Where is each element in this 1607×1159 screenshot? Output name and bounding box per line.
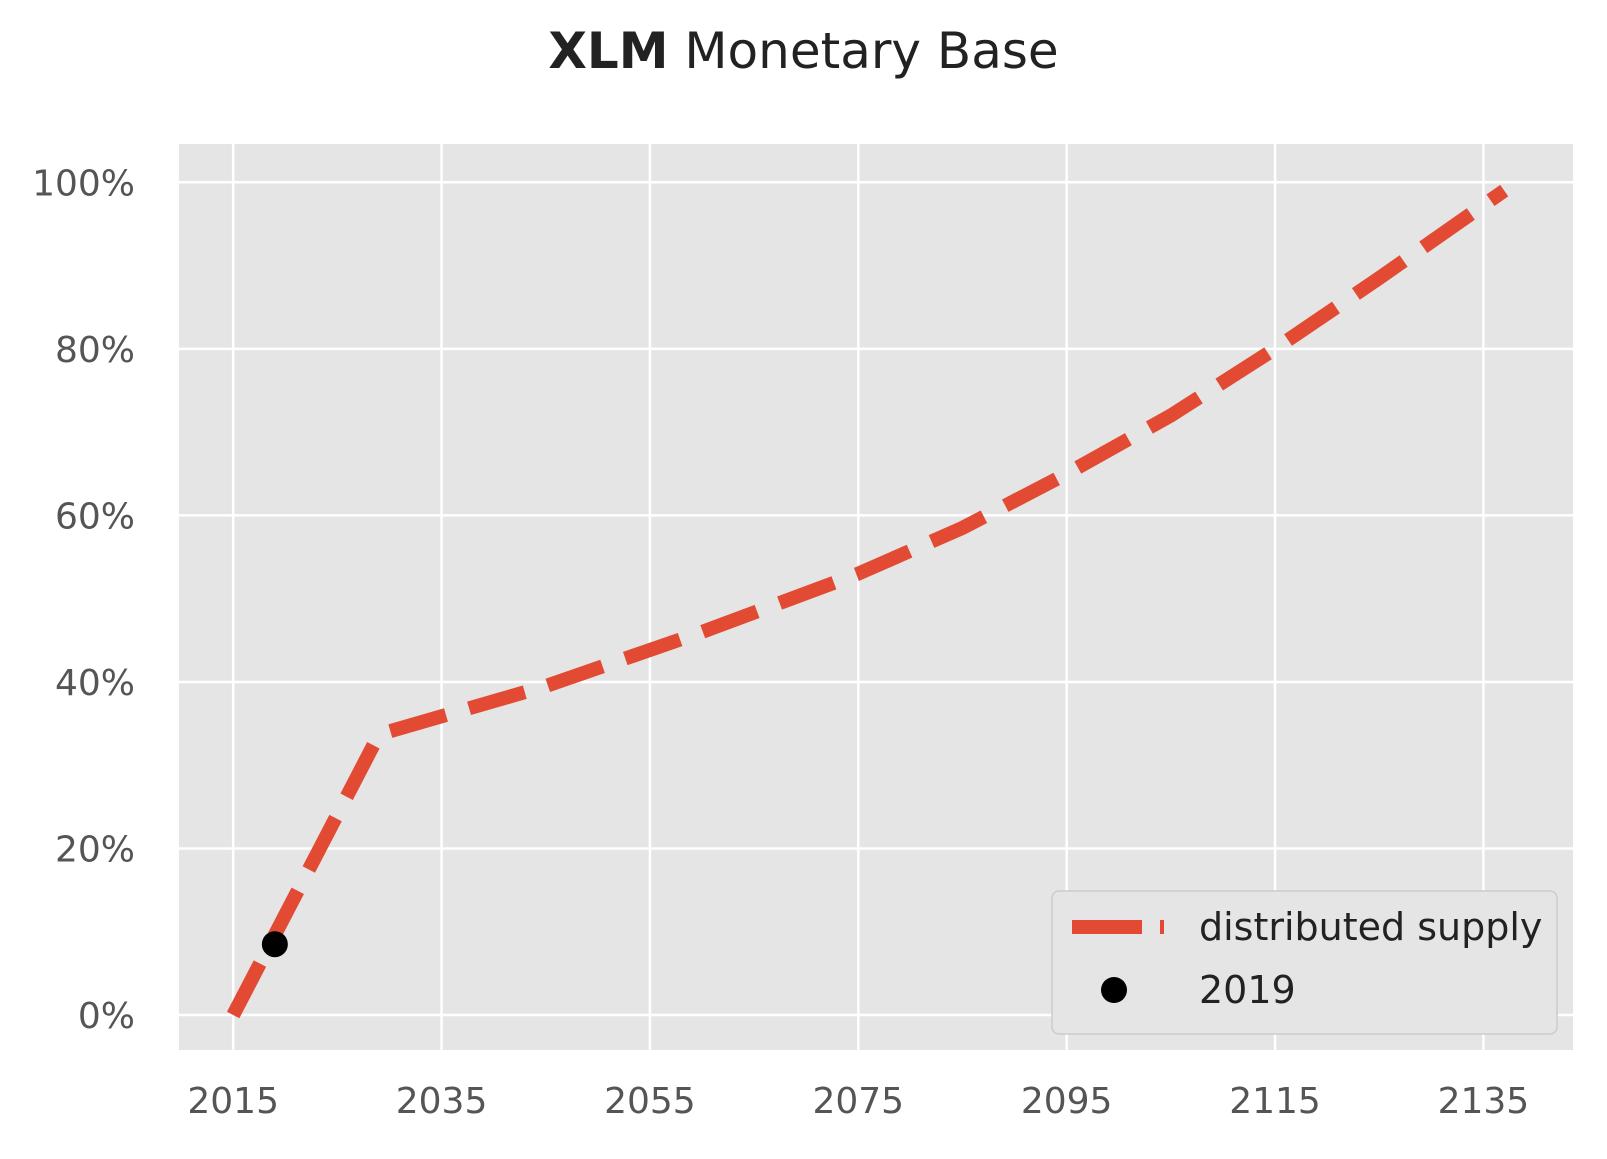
legend-label: 2019 — [1199, 968, 1296, 1012]
x-tick-label: 2015 — [187, 1081, 279, 1122]
legend-swatch-marker — [1101, 977, 1127, 1003]
marker-point-2019 — [261, 931, 288, 958]
legend-box — [1051, 890, 1558, 1035]
x-tick-label: 2075 — [812, 1081, 904, 1122]
y-tick-label: 100% — [32, 163, 135, 204]
y-tick-label: 80% — [55, 330, 135, 371]
y-tick-label: 20% — [55, 829, 135, 870]
y-tick-label: 60% — [55, 496, 135, 537]
y-tick-label: 0% — [78, 996, 135, 1037]
x-tick-label: 2135 — [1438, 1081, 1530, 1122]
axis-ticks: 2015 2035 2055 2075 2095 2115 2135 0% 20% 40% 60% 8… — [32, 163, 1529, 1122]
x-tick-label: 2055 — [604, 1081, 696, 1122]
series-layer — [226, 184, 1509, 1019]
distributed-supply-line — [226, 184, 1509, 1019]
chart-title: XLM Monetary Base — [0, 22, 1607, 80]
legend: distributed supply 2019 — [1051, 890, 1558, 1035]
legend-label: distributed supply — [1199, 905, 1542, 949]
chart-title-rest: Monetary Base — [684, 22, 1059, 80]
x-tick-label: 2035 — [396, 1081, 488, 1122]
x-tick-label: 2115 — [1229, 1081, 1321, 1122]
y-tick-label: 40% — [55, 663, 135, 704]
chart-title-bold: XLM — [548, 22, 669, 80]
x-tick-label: 2095 — [1021, 1081, 1113, 1122]
